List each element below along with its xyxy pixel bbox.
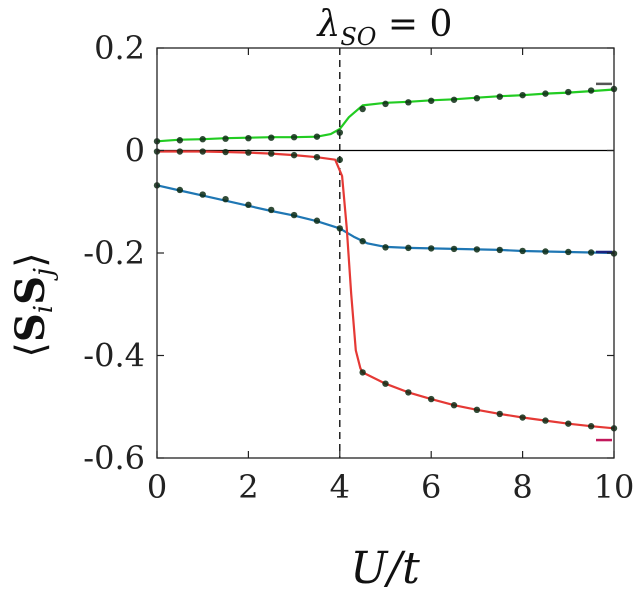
chart-title: λSO = 0 <box>316 4 453 51</box>
x-tick-label: 2 <box>238 468 258 506</box>
series-2-point <box>450 402 458 409</box>
series-2-point <box>336 156 343 163</box>
series-0-point <box>542 90 549 97</box>
series-0-point <box>290 133 298 141</box>
series-2-point <box>176 148 184 155</box>
y-tick-label: -0.4 <box>83 337 145 375</box>
series-2-point <box>565 420 572 427</box>
series-1-point <box>245 201 252 209</box>
ylabel-sub-i: i <box>29 305 59 313</box>
series-2-point <box>519 414 526 421</box>
y-tick-label: 0.2 <box>94 29 145 67</box>
y-tick-label: -0.6 <box>83 439 145 477</box>
series-0-point <box>473 95 481 102</box>
series-1-point <box>199 191 206 198</box>
series-1-point <box>496 246 503 254</box>
series-2-point <box>245 149 252 156</box>
series-0-point <box>405 99 412 106</box>
ylabel-s: S <box>7 313 54 342</box>
series-0-point <box>450 96 458 103</box>
series-1-line <box>156 184 615 255</box>
series-2-line <box>157 150 615 430</box>
x-tick-label: 6 <box>421 468 441 506</box>
series-1-point <box>473 246 481 253</box>
ylabel-open-bracket: ⟨ <box>8 342 54 358</box>
title-equals: = 0 <box>376 4 452 45</box>
series-1-point <box>542 248 549 255</box>
x-axis-label: U/t <box>350 543 420 594</box>
ylabel-s2: S <box>7 276 54 305</box>
series-2-point <box>587 423 595 430</box>
series-1-point <box>313 217 321 224</box>
series-2-point <box>473 406 481 414</box>
series-1-point <box>405 244 412 252</box>
series-2-point <box>290 151 298 159</box>
series-1-point <box>359 238 366 245</box>
x-tick-label: 0 <box>147 468 167 506</box>
plot-marks <box>153 48 618 458</box>
series-2-point <box>428 395 435 403</box>
title-subscript: SO <box>340 23 376 51</box>
series-1-point <box>587 249 595 256</box>
series-2-point <box>382 380 389 387</box>
series-1-point <box>565 248 572 256</box>
series-0-point <box>268 134 275 141</box>
series-0-point <box>245 135 252 142</box>
series-0-point <box>359 105 366 113</box>
series-1-point <box>336 225 343 232</box>
series-0-point <box>428 97 435 104</box>
series-2-point <box>496 410 503 418</box>
series-1-point <box>222 195 229 203</box>
series-2-point <box>405 389 412 396</box>
series-0-point <box>336 129 343 136</box>
series-0-point <box>222 135 229 142</box>
series-0-point <box>382 100 389 108</box>
x-tick-label: 4 <box>330 468 350 506</box>
series-1-point <box>519 247 526 255</box>
x-tick-label: 8 <box>512 468 532 506</box>
series-2-point <box>268 150 275 157</box>
series-2-point <box>313 153 321 161</box>
ylabel-close-bracket: ⟩ <box>8 252 54 268</box>
series-2-point <box>542 417 549 424</box>
series-1-point <box>428 245 435 252</box>
y-axis-label: ⟨SiSj⟩ <box>7 252 59 357</box>
series-1-point <box>290 211 298 219</box>
series-0-point <box>519 91 526 99</box>
series-0-point <box>587 87 595 94</box>
series-1-point <box>176 186 184 194</box>
y-tick-label: 0 <box>125 132 145 170</box>
series-1-point <box>450 245 458 253</box>
series-0-point <box>199 136 206 143</box>
series-0-point <box>496 93 503 100</box>
series-0-line <box>156 88 615 143</box>
series-0-point <box>176 137 184 144</box>
x-tick-label: 10 <box>594 468 635 506</box>
series-2-point <box>359 369 366 376</box>
title-lambda: λ <box>316 4 341 45</box>
series-1-point <box>268 206 275 214</box>
series-1-point <box>382 244 389 251</box>
y-tick-label: -0.2 <box>83 234 145 272</box>
axes-layer: 0 2 4 6 8 10 0.2 0 -0.2 -0.4 -0.6 <box>83 29 634 506</box>
series-0-point <box>313 133 321 140</box>
series-2-point <box>222 148 229 156</box>
series-2-point <box>199 148 206 155</box>
series-0-point <box>565 88 572 96</box>
